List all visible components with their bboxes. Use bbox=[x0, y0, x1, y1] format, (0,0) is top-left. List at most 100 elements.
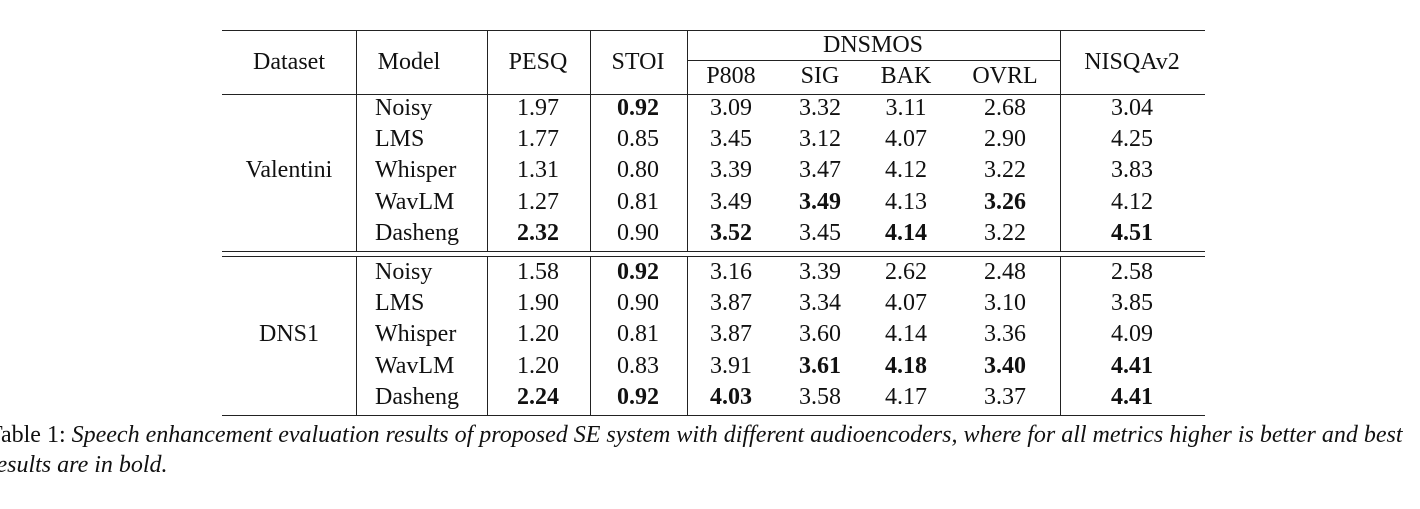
value-cell: 3.49 bbox=[710, 188, 752, 215]
value-cell: 3.39 bbox=[799, 259, 841, 285]
value-cell: 2.32 bbox=[517, 219, 559, 246]
rule bbox=[687, 30, 689, 251]
value-cell: 3.58 bbox=[799, 383, 841, 410]
value-cell: 4.07 bbox=[885, 290, 927, 317]
rule bbox=[590, 256, 592, 415]
value-cell: 3.26 bbox=[984, 188, 1026, 215]
value-cell: 0.83 bbox=[617, 352, 659, 379]
value-cell: 0.81 bbox=[617, 321, 659, 348]
model-cell: Dasheng bbox=[375, 383, 459, 410]
value-cell: 3.12 bbox=[799, 126, 841, 153]
rule bbox=[222, 251, 1205, 253]
rule bbox=[222, 256, 1205, 258]
header: PESQ bbox=[508, 49, 568, 75]
header: BAK bbox=[880, 63, 932, 89]
value-cell: 4.18 bbox=[885, 352, 927, 379]
rule bbox=[590, 30, 592, 251]
value-cell: 3.60 bbox=[799, 321, 841, 348]
rule bbox=[1060, 30, 1062, 251]
value-cell: 0.92 bbox=[617, 259, 659, 285]
model-cell: WavLM bbox=[375, 352, 455, 379]
model-cell: WavLM bbox=[375, 188, 455, 215]
model-cell: Noisy bbox=[375, 95, 433, 121]
rule bbox=[687, 256, 689, 415]
value-cell: 1.20 bbox=[517, 321, 559, 348]
value-cell: 0.92 bbox=[617, 383, 659, 410]
value-cell: 3.61 bbox=[799, 352, 841, 379]
dataset-cell: DNS1 bbox=[258, 321, 320, 348]
value-cell: 1.31 bbox=[517, 157, 559, 184]
value-cell: 0.92 bbox=[617, 95, 659, 121]
value-cell: 0.90 bbox=[617, 290, 659, 317]
value-cell: 3.49 bbox=[799, 188, 841, 215]
value-cell: 4.13 bbox=[885, 188, 927, 215]
value-cell: 1.90 bbox=[517, 290, 559, 317]
caption-text: Speech enhancement evaluation results of… bbox=[0, 422, 1403, 478]
value-cell: 4.03 bbox=[710, 383, 752, 410]
value-cell: 4.41 bbox=[1111, 352, 1153, 379]
value-cell: 3.40 bbox=[984, 352, 1026, 379]
model-cell: Dasheng bbox=[375, 219, 459, 246]
value-cell: 3.11 bbox=[885, 95, 927, 121]
value-cell: 4.12 bbox=[1111, 188, 1153, 215]
value-cell: 1.27 bbox=[517, 188, 559, 215]
value-cell: 3.22 bbox=[984, 157, 1026, 184]
value-cell: 3.36 bbox=[984, 321, 1026, 348]
value-cell: 3.10 bbox=[984, 290, 1026, 317]
value-cell: 3.45 bbox=[710, 126, 752, 153]
value-cell: 3.37 bbox=[984, 383, 1026, 410]
caption-label: Table 1: bbox=[0, 422, 66, 448]
rule bbox=[487, 30, 489, 251]
value-cell: 4.41 bbox=[1111, 383, 1153, 410]
value-cell: 1.20 bbox=[517, 352, 559, 379]
value-cell: 3.87 bbox=[710, 290, 752, 317]
value-cell: 1.58 bbox=[517, 259, 559, 285]
rule bbox=[1060, 256, 1062, 415]
model-cell: LMS bbox=[375, 126, 425, 153]
value-cell: 3.45 bbox=[799, 219, 841, 246]
value-cell: 3.87 bbox=[710, 321, 752, 348]
value-cell: 4.51 bbox=[1111, 219, 1153, 246]
value-cell: 0.80 bbox=[617, 157, 659, 184]
value-cell: 0.85 bbox=[617, 126, 659, 153]
value-cell: 3.85 bbox=[1111, 290, 1153, 317]
value-cell: 3.91 bbox=[710, 352, 752, 379]
value-cell: 3.22 bbox=[984, 219, 1026, 246]
value-cell: 3.09 bbox=[710, 95, 752, 121]
value-cell: 2.90 bbox=[984, 126, 1026, 153]
header: OVRL bbox=[972, 63, 1038, 89]
value-cell: 4.09 bbox=[1111, 321, 1153, 348]
value-cell: 4.14 bbox=[885, 219, 927, 246]
value-cell: 3.47 bbox=[799, 157, 841, 184]
rule bbox=[356, 30, 358, 251]
value-cell: 4.14 bbox=[885, 321, 927, 348]
model-cell: Noisy bbox=[375, 259, 433, 285]
value-cell: 0.81 bbox=[617, 188, 659, 215]
value-cell: 4.25 bbox=[1111, 126, 1153, 153]
value-cell: 1.77 bbox=[517, 126, 559, 153]
rule bbox=[687, 60, 1060, 62]
value-cell: 3.39 bbox=[710, 157, 752, 184]
model-cell: LMS bbox=[375, 290, 425, 317]
model-cell: Whisper bbox=[375, 157, 457, 184]
value-cell: 4.17 bbox=[885, 383, 927, 410]
dataset-cell: Valentini bbox=[245, 157, 333, 184]
value-cell: 2.68 bbox=[984, 95, 1026, 121]
rule bbox=[356, 256, 358, 415]
model-cell: Whisper bbox=[375, 321, 457, 348]
header: STOI bbox=[611, 49, 665, 75]
value-cell: 3.32 bbox=[799, 95, 841, 121]
caption: Table 1: Speech enhancement evaluation r… bbox=[0, 420, 1420, 480]
value-cell: 3.83 bbox=[1111, 157, 1153, 184]
value-cell: 4.12 bbox=[885, 157, 927, 184]
value-cell: 0.90 bbox=[617, 219, 659, 246]
value-cell: 1.97 bbox=[517, 95, 559, 121]
value-cell: 2.48 bbox=[984, 259, 1026, 285]
header: P808 bbox=[706, 63, 756, 89]
rule bbox=[222, 94, 1205, 96]
header: Dataset bbox=[253, 49, 325, 75]
value-cell: 2.24 bbox=[517, 383, 559, 410]
value-cell: 2.62 bbox=[885, 259, 927, 285]
value-cell: 4.07 bbox=[885, 126, 927, 153]
header: NISQAv2 bbox=[1084, 49, 1180, 75]
